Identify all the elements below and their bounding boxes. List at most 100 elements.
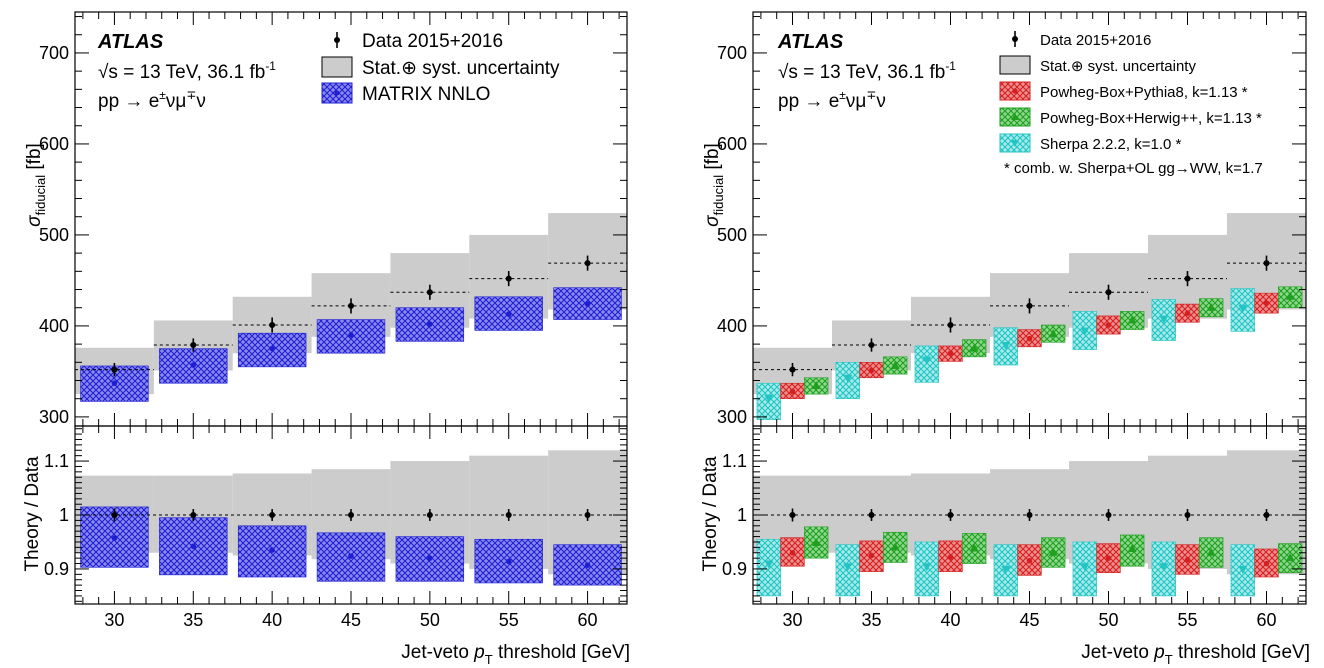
legend-entry-powheg-pythia: Powheg-Box+Pythia8, k=1.13 *: [999, 81, 1248, 101]
prediction-marker: [1127, 315, 1137, 324]
ratio-prediction-marker: [1127, 543, 1137, 552]
right-atlas-label: ATLAS: [777, 31, 844, 53]
prediction-marker: [111, 380, 118, 387]
ratio-data-point: [1184, 512, 1191, 518]
x-tick-label: 60: [578, 610, 598, 630]
prediction-marker: [969, 343, 979, 352]
ratio-prediction-marker: [1184, 556, 1191, 563]
prediction-marker: [1048, 329, 1058, 338]
prediction-marker: [584, 301, 591, 307]
prediction-marker: [427, 321, 433, 327]
prediction-marker: [1026, 335, 1033, 342]
ratio-prediction-marker: [269, 547, 275, 553]
svg-text:Theory / Data: Theory / Data: [700, 456, 721, 572]
ratio-prediction-marker: [811, 538, 821, 547]
x-tick-label: 35: [183, 610, 203, 630]
ratio-prediction-box: [316, 532, 386, 582]
legend-entry-powheg-herwig: Powheg-Box+Herwig++, k=1.13 *: [999, 107, 1262, 127]
y-tick-label: 600: [39, 134, 69, 154]
ratio-prediction-marker: [190, 543, 197, 550]
data-point: [1263, 260, 1270, 267]
left-energy-label: √s = 13 TeV, 36.1 fb-1: [98, 59, 276, 83]
svg-text:Theory / Data: Theory / Data: [22, 456, 43, 572]
ratio-prediction-marker: [1238, 565, 1248, 574]
prediction-box: [237, 332, 307, 368]
data-point: [426, 289, 433, 296]
prediction-marker: [1105, 322, 1112, 328]
legend-note: * comb. w. Sherpa+OL gg→WW, k=1.7: [1004, 160, 1263, 177]
ratio-y-tick-label: 0.9: [722, 559, 747, 579]
svg-text:σfiducial [fb]: σfiducial [fb]: [702, 143, 726, 227]
ratio-prediction-marker: [1048, 547, 1058, 556]
ratio-data-point: [584, 512, 591, 518]
ratio-prediction-marker: [1080, 563, 1090, 572]
ratio-data-point: [789, 512, 796, 518]
data-point: [190, 342, 197, 349]
prediction-marker: [1238, 304, 1248, 313]
x-tick-label: 55: [1177, 610, 1197, 630]
left-panel: 30 35 40 45 50 55 60 300 400 500 600 700 0.9 1 1.1: [39, 11, 628, 630]
ratio-data-point: [868, 512, 875, 518]
ratio-data-point: [190, 512, 197, 518]
x-tick-label: 60: [1256, 610, 1276, 630]
x-tick-label: 45: [1019, 610, 1039, 630]
data-point: [1184, 275, 1191, 282]
ratio-y-tick-label: 1.1: [44, 451, 69, 471]
ratio-prediction-marker: [1105, 555, 1112, 561]
prediction-marker: [868, 367, 875, 374]
y-tick-label: 500: [39, 225, 69, 245]
ratio-prediction-marker: [427, 555, 433, 561]
prediction-marker: [789, 388, 796, 395]
ratio-prediction-marker: [969, 543, 979, 552]
prediction-marker: [1184, 310, 1191, 316]
left-ylabel-ratio: Theory / Data: [22, 456, 43, 572]
legend-entry-data: Data 2015+2016: [1012, 31, 1151, 49]
data-point: [1105, 289, 1112, 296]
prediction-marker: [1285, 291, 1295, 300]
ratio-prediction-marker: [868, 552, 875, 559]
legend-entry-matrix: MATRIX NNLO: [321, 82, 490, 105]
svg-text:MATRIX NNLO: MATRIX NNLO: [362, 84, 490, 105]
ratio-data-point: [1026, 512, 1033, 518]
ratio-prediction-marker: [1159, 563, 1169, 572]
ratio-data-point: [1263, 512, 1270, 518]
prediction-marker: [190, 362, 197, 368]
ratio-prediction-marker: [764, 560, 774, 569]
svg-text:Powheg-Box+Herwig++, k=1.13 *: Powheg-Box+Herwig++, k=1.13 *: [1040, 110, 1262, 127]
right-energy-label: √s = 13 TeV, 36.1 fb-1: [778, 59, 956, 83]
ratio-data-point: [505, 512, 512, 518]
ratio-prediction-marker: [922, 563, 932, 572]
ratio-prediction-marker: [890, 542, 900, 551]
data-point: [348, 302, 354, 309]
data-point: [789, 366, 796, 373]
legend-entry-data: Data 2015+2016: [334, 31, 503, 52]
legend-entry-sherpa: Sherpa 2.2.2, k=1.0 *: [999, 133, 1182, 153]
left-xlabel: Jet-veto pT threshold [GeV]: [401, 642, 630, 667]
prediction-marker: [269, 345, 275, 352]
svg-text:Data 2015+2016: Data 2015+2016: [362, 31, 503, 52]
ratio-prediction-marker: [1206, 547, 1216, 556]
data-point: [868, 342, 875, 349]
ratio-data-point: [426, 512, 433, 518]
x-tick-label: 30: [104, 610, 124, 630]
x-tick-label: 30: [782, 610, 802, 630]
prediction-marker: [947, 350, 954, 357]
data-point: [505, 275, 512, 282]
left-atlas-label: ATLAS: [97, 31, 164, 53]
data-point: [111, 366, 118, 373]
prediction-marker: [348, 332, 354, 338]
y-tick-label: 600: [717, 134, 747, 154]
legend-entry-uncertainty: Stat.⊕ syst. uncertainty: [321, 56, 560, 79]
ratio-prediction-marker: [584, 562, 591, 568]
svg-text:Data 2015+2016: Data 2015+2016: [1040, 32, 1151, 49]
ratio-prediction-marker: [348, 553, 354, 559]
prediction-marker: [764, 394, 774, 403]
ratio-data-point: [1105, 512, 1112, 518]
ratio-prediction-marker: [111, 535, 118, 541]
ratio-prediction-marker: [1026, 558, 1033, 564]
prediction-marker: [505, 311, 512, 317]
x-tick-label: 40: [940, 610, 960, 630]
ratio-prediction-marker: [843, 563, 853, 572]
data-point: [947, 322, 954, 329]
